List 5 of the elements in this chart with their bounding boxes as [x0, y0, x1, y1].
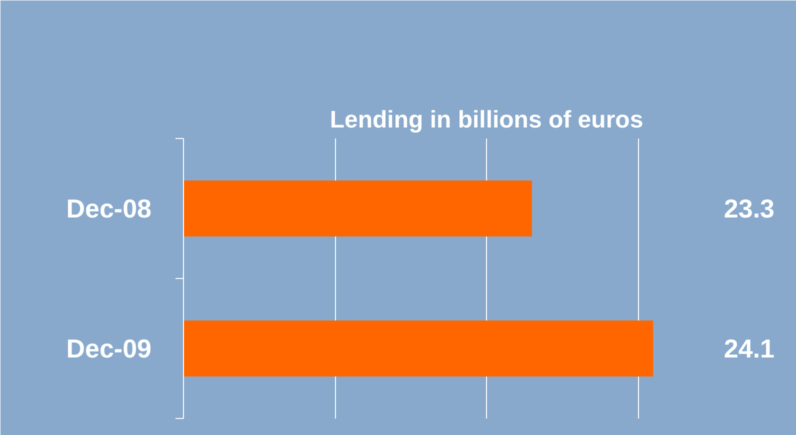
y-tick-label: Dec-08 — [66, 194, 152, 224]
data-label: 23.3 — [724, 194, 775, 224]
chart-title: Lending in billions of euros — [330, 106, 644, 134]
y-tick-label: Dec-09 — [66, 334, 152, 364]
data-label: 24.1 — [724, 334, 775, 364]
